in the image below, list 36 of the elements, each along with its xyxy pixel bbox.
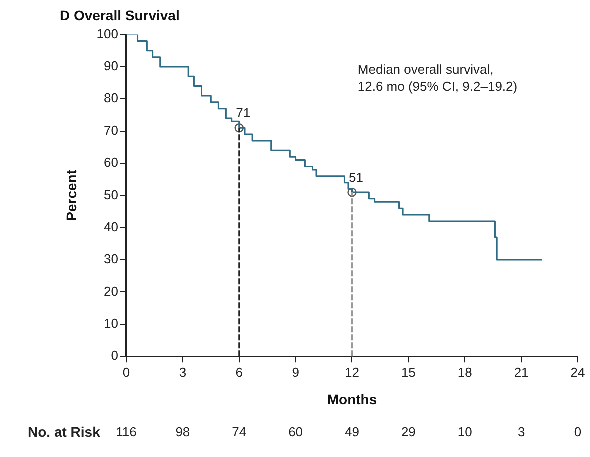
text: 49 <box>345 424 360 440</box>
y-tick-label: 100 <box>96 26 118 42</box>
x-tick-label: 0 <box>122 364 130 380</box>
x-tick-label: 3 <box>179 364 187 380</box>
y-tick-label: 60 <box>104 155 118 170</box>
text: 29 <box>401 424 416 440</box>
text: 0 <box>574 424 582 440</box>
chart-title: D Overall Survival <box>60 7 180 24</box>
annotation: Median overall survival, 12.6 mo (95% CI, 9.2–19.2) <box>358 62 518 94</box>
x-tick-label: 6 <box>236 364 243 380</box>
y-tick-label: 40 <box>104 219 118 234</box>
y-tick-label: 10 <box>104 316 118 331</box>
annotation: 51 <box>349 170 364 186</box>
y-tick-label: 50 <box>104 187 118 202</box>
text: 98 <box>176 424 190 440</box>
x-tick-label: 18 <box>458 364 472 380</box>
y-axis-title: Percent <box>63 170 80 222</box>
y-tick-label: 70 <box>104 122 118 138</box>
x-tick-label: 24 <box>570 364 586 380</box>
x-tick-label: 9 <box>292 364 300 380</box>
annotation: 71 <box>236 106 251 121</box>
x-tick-label: 12 <box>345 364 360 380</box>
x-tick-label: 21 <box>514 364 529 380</box>
y-tick-label: 30 <box>104 252 118 267</box>
x-axis-title: Months <box>327 391 378 408</box>
text: 60 <box>288 424 304 440</box>
text: 10 <box>458 424 472 440</box>
x-tick-label: 15 <box>401 364 416 380</box>
y-tick-label: 0 <box>111 348 118 364</box>
text: 74 <box>232 424 247 440</box>
y-tick-label: 20 <box>104 284 118 299</box>
text: No. at Risk <box>28 424 101 440</box>
y-tick-label: 80 <box>104 90 118 106</box>
y-tick-label: 90 <box>104 58 118 74</box>
text: 116 <box>116 424 137 440</box>
text: 3 <box>518 424 526 440</box>
